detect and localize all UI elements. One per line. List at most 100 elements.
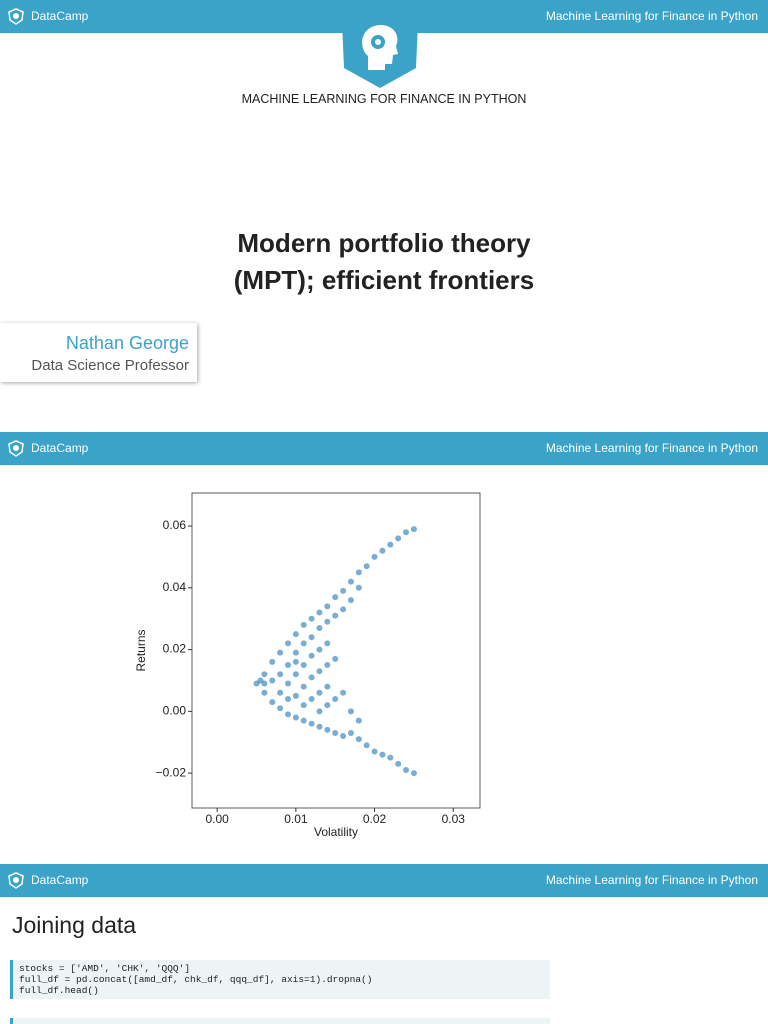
scatter-point: [300, 662, 307, 669]
x-tick-label: 0.00: [206, 812, 230, 826]
brand: DataCamp: [31, 9, 89, 23]
y-tick-label: 0.06: [163, 518, 187, 532]
x-tick-label: 0.01: [284, 812, 308, 826]
slide-title: (MPT); efficient frontiers: [233, 265, 535, 295]
scatter-point: [332, 594, 339, 601]
scatter-point: [292, 658, 299, 665]
author-name: Nathan George: [65, 333, 189, 353]
scatter-point: [269, 699, 276, 706]
scatter-point: [316, 609, 323, 616]
scatter-point: [261, 671, 268, 678]
scatter-point: [410, 526, 417, 533]
scatter-point: [324, 603, 331, 610]
author-box: Nathan George Data Science Professor: [0, 323, 197, 382]
code-block: [10, 1018, 550, 1024]
scatter-point: [292, 631, 299, 638]
scatter-point: [277, 649, 284, 656]
x-tick-label: 0.02: [363, 812, 387, 826]
scatter-point: [324, 726, 331, 733]
y-axis-label: Returns: [134, 629, 148, 671]
scatter-point: [285, 711, 291, 718]
scatter-point: [300, 717, 307, 724]
scatter-point: [347, 708, 354, 715]
scatter-point: [347, 729, 354, 736]
chart: 0.00 0.01 0.02 0.03 −0.02 0.00 0.02 0.04 0.06 Vol…: [134, 492, 481, 839]
scatter-point: [300, 683, 307, 690]
scatter-point: [300, 640, 307, 647]
scatter-point: [355, 717, 362, 724]
author-role: Data Science Professor: [31, 357, 189, 374]
scatter-point: [277, 689, 284, 696]
scatter-point: [285, 640, 291, 647]
scatter-point: [277, 671, 284, 678]
scatter-point: [316, 668, 323, 675]
header-bar: DataCamp Machine Learning for Finance in…: [0, 864, 768, 897]
brand: DataCamp: [31, 873, 89, 887]
code-line: full_df.head(): [19, 985, 99, 996]
logo-icon: [8, 8, 24, 25]
brand: DataCamp: [31, 441, 89, 455]
scatter-point: [340, 689, 347, 696]
scatter-point: [347, 597, 354, 604]
scatter-point: [332, 612, 339, 619]
scatter-point: [355, 736, 362, 743]
scatter-point: [316, 624, 323, 631]
scatter-point: [355, 569, 362, 576]
y-tick-label: 0.00: [163, 704, 187, 718]
scatter-point: [347, 578, 354, 585]
scatter-point: [292, 692, 299, 699]
scatter-point: [308, 695, 315, 702]
scatter-point: [324, 683, 331, 690]
course-title: MACHINE LEARNING FOR FINANCE IN PYTHON: [241, 92, 527, 106]
scatter-point: [308, 720, 315, 727]
scatter-point: [340, 733, 347, 740]
scatter-point: [300, 702, 307, 709]
scatter-point: [316, 708, 323, 715]
scatter-point: [332, 695, 339, 702]
code-block: stocks = ['AMD', 'CHK', 'QQQ'] full_df =…: [10, 960, 550, 999]
scatter-point: [403, 529, 410, 536]
scatter-point: [277, 705, 284, 712]
scatter-point: [285, 680, 291, 687]
header-bar: DataCamp Machine Learning for Finance in…: [0, 432, 768, 465]
logo-icon: [8, 872, 24, 889]
scatter-point: [300, 621, 307, 628]
slide-title: Modern portfolio theory: [237, 228, 531, 258]
scatter-point: [324, 618, 331, 625]
scatter-point: [340, 587, 347, 594]
x-tick-label: 0.03: [442, 812, 466, 826]
course-name: Machine Learning for Finance in Python: [545, 9, 758, 23]
scatter-point: [379, 751, 386, 758]
scatter-point: [340, 606, 347, 613]
y-tick-label: 0.04: [163, 580, 187, 594]
scatter-point: [269, 658, 276, 665]
scatter-point: [261, 689, 268, 696]
scatter-point: [324, 662, 331, 669]
scatter-point: [261, 680, 268, 687]
scatter-point: [363, 563, 370, 570]
scatter-point: [332, 729, 339, 736]
scatter-point: [403, 767, 410, 774]
scatter-point: [363, 742, 370, 749]
scatter-point: [395, 760, 402, 767]
scatter-point: [292, 714, 299, 721]
scatter-point: [292, 649, 299, 656]
course-name: Machine Learning for Finance in Python: [545, 441, 758, 455]
scatter-point: [355, 584, 362, 591]
scatter-point: [308, 674, 315, 681]
x-axis-label: Volatility: [314, 825, 358, 839]
scatter-point: [387, 754, 394, 761]
scatter-point: [324, 640, 331, 647]
scatter-point: [371, 553, 378, 560]
scatter-point: [292, 671, 299, 678]
code-line: full_df = pd.concat([amd_df, chk_df, qqq…: [19, 974, 373, 985]
code-line: stocks = ['AMD', 'CHK', 'QQQ']: [19, 963, 191, 974]
scatter-point: [285, 695, 291, 702]
y-tick-label: 0.02: [163, 642, 187, 656]
course-name: Machine Learning for Finance in Python: [545, 873, 758, 887]
scatter-point: [285, 662, 291, 669]
scatter-point: [410, 770, 417, 777]
course-logo: [342, 9, 418, 88]
scatter-point: [269, 677, 276, 684]
scatter-point: [316, 646, 323, 653]
